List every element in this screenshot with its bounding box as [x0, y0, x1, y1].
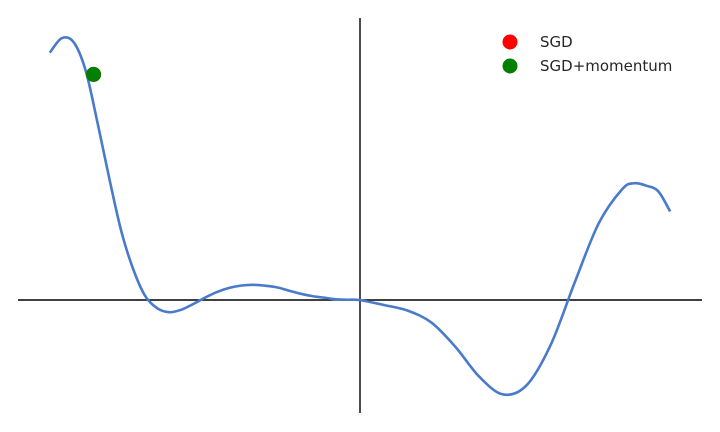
axes [18, 18, 702, 413]
loss-curve [48, 35, 672, 397]
legend-label-sgd: SGD [540, 33, 573, 51]
point-sgd-momentum [86, 66, 102, 82]
legend-marker-sgd-momentum [502, 58, 518, 74]
legend: SGD SGD+momentum [502, 33, 672, 75]
plot-layer [48, 35, 672, 397]
legend-marker-sgd [502, 34, 518, 50]
legend-label-sgd-momentum: SGD+momentum [540, 57, 672, 75]
